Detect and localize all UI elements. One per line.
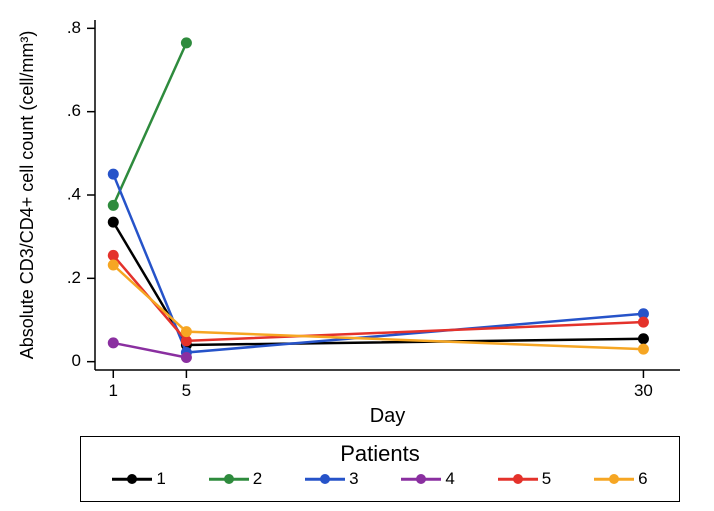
series-marker xyxy=(181,326,192,337)
legend-swatch xyxy=(112,472,152,486)
legend-title: Patients xyxy=(81,437,679,467)
legend-items: 1 2 3 4 5 6 xyxy=(81,467,679,495)
y-tick-label: .8 xyxy=(67,18,81,37)
legend-swatch xyxy=(594,472,634,486)
x-tick-label: 5 xyxy=(182,381,191,400)
y-axis-label: Absolute CD3/CD4+ cell count (cell/mm³) xyxy=(17,31,37,360)
series-marker xyxy=(108,337,119,348)
legend-label: 3 xyxy=(349,469,358,489)
legend-item: 1 xyxy=(112,469,165,489)
series-marker xyxy=(108,250,119,261)
legend-swatch xyxy=(498,472,538,486)
series-marker xyxy=(108,200,119,211)
legend-label: 6 xyxy=(638,469,647,489)
series-marker xyxy=(108,169,119,180)
series-marker xyxy=(638,317,649,328)
legend-label: 1 xyxy=(156,469,165,489)
legend-item: 2 xyxy=(209,469,262,489)
series-marker xyxy=(638,333,649,344)
series-marker xyxy=(108,260,119,271)
line-chart: 0 .2 .4 .6 .8 1 5 30 Day Absolute CD3/CD4+ cell c… xyxy=(0,0,714,511)
series-marker xyxy=(181,37,192,48)
x-tick-label: 30 xyxy=(634,381,653,400)
legend-swatch xyxy=(401,472,441,486)
legend-swatch xyxy=(209,472,249,486)
legend-label: 2 xyxy=(253,469,262,489)
legend-item: 3 xyxy=(305,469,358,489)
legend-item: 6 xyxy=(594,469,647,489)
series-line xyxy=(113,343,186,358)
legend-item: 5 xyxy=(498,469,551,489)
y-tick-label: .2 xyxy=(67,268,81,287)
x-axis-label: Day xyxy=(370,405,406,427)
y-tick-label: 0 xyxy=(72,351,81,370)
series-line xyxy=(113,43,186,206)
series-marker xyxy=(181,352,192,363)
x-tick-label: 1 xyxy=(109,381,118,400)
series-marker xyxy=(638,344,649,355)
legend-swatch xyxy=(305,472,345,486)
series-marker xyxy=(108,217,119,228)
series-line xyxy=(113,255,643,340)
chart-container: 0 .2 .4 .6 .8 1 5 30 Day Absolute CD3/CD4+ cell c… xyxy=(0,0,714,511)
legend-label: 4 xyxy=(445,469,454,489)
legend-box: Patients 1 2 3 4 5 6 xyxy=(80,436,680,502)
legend-item: 4 xyxy=(401,469,454,489)
y-tick-label: .6 xyxy=(67,101,81,120)
legend-label: 5 xyxy=(542,469,551,489)
y-tick-label: .4 xyxy=(67,184,81,203)
